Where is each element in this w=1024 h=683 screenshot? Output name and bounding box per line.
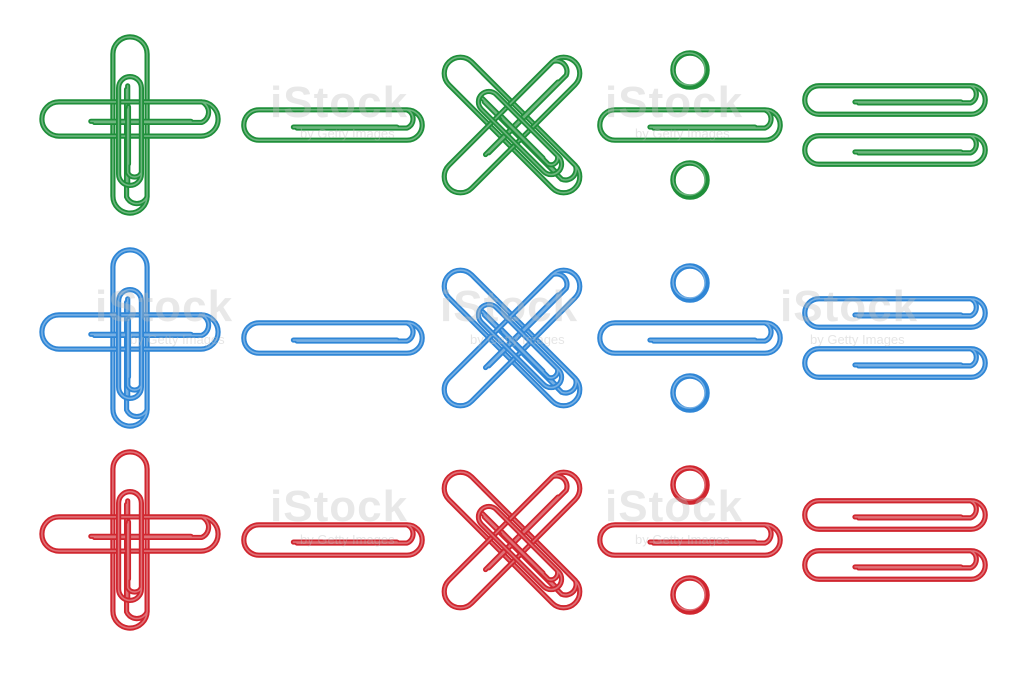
plus-sign bbox=[39, 449, 221, 631]
equals-sign bbox=[802, 83, 988, 167]
paperclip-vertical bbox=[116, 287, 144, 401]
green-minus-symbol bbox=[233, 35, 433, 215]
paperclip-horizontal bbox=[802, 83, 988, 117]
paperclip-horizontal bbox=[802, 296, 988, 330]
blue-minus-symbol bbox=[233, 248, 433, 428]
green-plus-symbol bbox=[30, 34, 230, 216]
multiply-sign bbox=[441, 267, 583, 409]
divide-sign bbox=[597, 263, 783, 413]
paperclip-diagonal bbox=[475, 88, 565, 178]
paperclip-horizontal bbox=[597, 107, 783, 143]
paperclip-ring bbox=[670, 50, 710, 90]
paperclip-horizontal bbox=[241, 320, 425, 356]
red-divide-symbol bbox=[590, 450, 790, 630]
paperclip-horizontal bbox=[597, 522, 783, 558]
multiply-sign bbox=[441, 469, 583, 611]
paperclip-horizontal bbox=[241, 107, 425, 143]
paperclip-horizontal bbox=[802, 346, 988, 380]
plus-sign bbox=[39, 247, 221, 429]
red-minus-symbol bbox=[233, 450, 433, 630]
equals-sign bbox=[802, 296, 988, 380]
green-equals-symbol bbox=[795, 35, 995, 215]
divide-sign bbox=[597, 50, 783, 200]
divide-sign bbox=[597, 465, 783, 615]
paperclip-ring bbox=[670, 465, 710, 505]
paperclip-horizontal bbox=[241, 522, 425, 558]
minus-sign bbox=[241, 107, 425, 143]
blue-multiply-symbol bbox=[412, 248, 612, 428]
blue-divide-symbol bbox=[590, 248, 790, 428]
paperclip-vertical bbox=[116, 74, 144, 188]
paperclip-diagonal bbox=[475, 503, 565, 593]
blue-plus-symbol bbox=[30, 247, 230, 429]
green-multiply-symbol bbox=[412, 35, 612, 215]
equals-sign bbox=[802, 498, 988, 582]
plus-sign bbox=[39, 34, 221, 216]
paperclip-diagonal bbox=[475, 301, 565, 391]
multiply-sign bbox=[441, 54, 583, 196]
paperclip-horizontal bbox=[597, 320, 783, 356]
red-equals-symbol bbox=[795, 450, 995, 630]
paperclip-horizontal bbox=[802, 133, 988, 167]
paperclip-horizontal bbox=[802, 548, 988, 582]
minus-sign bbox=[241, 522, 425, 558]
paperclip-vertical bbox=[116, 489, 144, 603]
green-divide-symbol bbox=[590, 35, 790, 215]
minus-sign bbox=[241, 320, 425, 356]
red-multiply-symbol bbox=[412, 450, 612, 630]
red-plus-symbol bbox=[30, 449, 230, 631]
paperclip-horizontal bbox=[802, 498, 988, 532]
paperclip-ring bbox=[670, 160, 710, 200]
paperclip-ring bbox=[670, 263, 710, 303]
paperclip-ring bbox=[670, 575, 710, 615]
blue-equals-symbol bbox=[795, 248, 995, 428]
paperclip-ring bbox=[670, 373, 710, 413]
